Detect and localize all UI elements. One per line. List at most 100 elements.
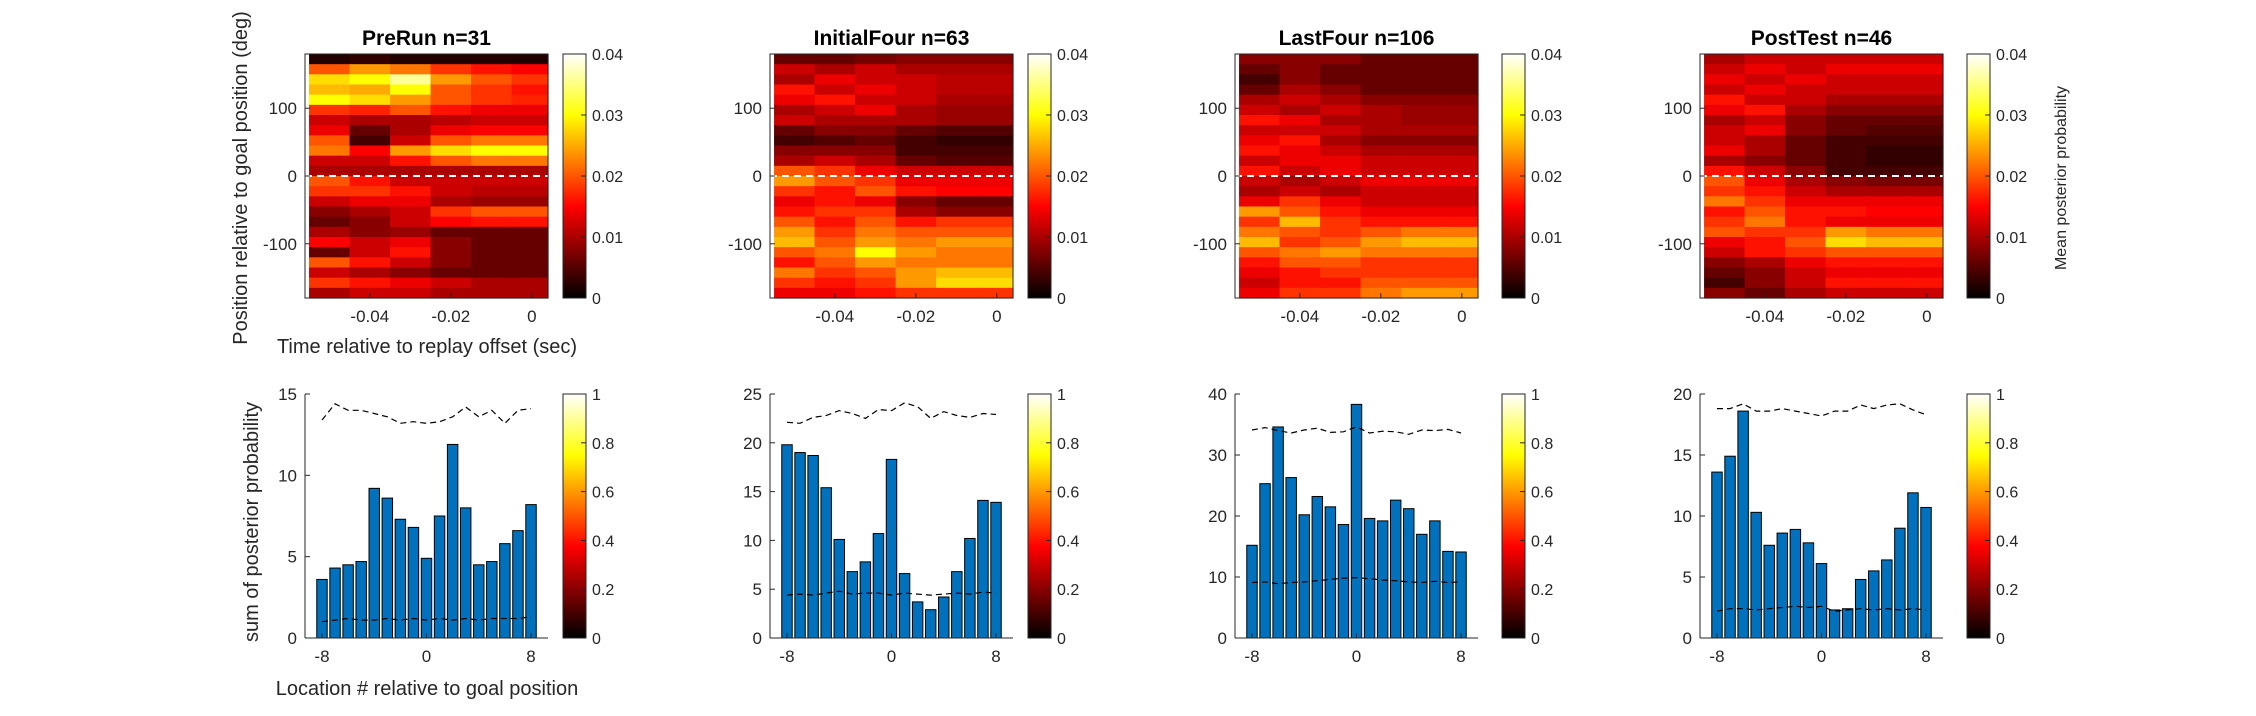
heatmap-cell [774,277,816,289]
heatmap-cell [774,125,816,136]
heatmap-cell [1239,84,1281,96]
heatmap-cell [936,84,978,96]
heatmap-cell [976,287,1014,299]
heatmap-cell [855,226,897,238]
heatmap-cell [349,176,391,187]
heatmap-cell [1441,196,1479,208]
x-tick-label: -0.02 [1826,307,1865,326]
colorbar-tick-label: 0.03 [1531,108,1562,125]
heatmap-cell [1866,94,1908,106]
heatmap-cell [774,226,816,238]
x-tick-label: 8 [1921,647,1930,666]
heatmap-cell [1906,84,1944,96]
heatmap-cell [1704,247,1746,258]
heatmap-cell [1441,247,1479,258]
heatmap-cell [430,267,472,279]
heatmap-cell [1785,135,1827,147]
heatmap-cell [1239,186,1281,197]
heatmap-cell [814,74,856,86]
heatmap-cell [1279,176,1321,187]
heatmap-cell [895,247,937,258]
heatmap-cell [976,247,1014,258]
heatmap-cell [1239,125,1281,136]
heatmap-cell [1239,165,1281,177]
colorbar-tick-label: 0 [1531,631,1540,648]
heatmap-cell [936,196,978,208]
heatmap-cell [390,104,432,116]
heatmap-cell [814,155,856,167]
y-tick-label: 10 [743,531,762,550]
heatmap-cell [1360,94,1402,106]
heatmap-cell [855,155,897,167]
colorbar-tick-label: 0.2 [1531,582,1553,599]
bar [525,504,537,639]
heatmap-cell [1825,257,1867,269]
colorbar: 0 0.01 0.02 0.03 0.04 [1501,47,1562,308]
heatmap-cell [1441,226,1479,238]
heatmap-cell [430,64,472,75]
heatmap-cell [1401,196,1443,208]
heatmap-cell [895,176,937,187]
bar [938,596,950,639]
heatmap-cell [855,104,897,116]
heatmap-cell [895,196,937,208]
heatmap-cell [895,257,937,269]
bar [433,515,446,639]
heatmap-cell [471,186,513,197]
heatmap-cell [855,135,897,147]
bar [1429,520,1441,639]
y-tick-label: 5 [1683,568,1692,587]
heatmap-cell [349,115,391,126]
x-tick-label: -0.04 [815,307,854,326]
heatmap-cell [471,247,513,258]
x-tick-label: -0.04 [350,307,389,326]
heatmap-cell [774,115,816,126]
bar [1750,511,1762,639]
heatmap-cell [511,186,549,197]
heatmap-cell [1360,165,1402,177]
heatmap-cell [976,165,1014,177]
heatmap-cell [430,277,472,289]
heatmap-cell [1239,176,1281,187]
heatmap-cell [349,155,391,167]
heatmap-cell [1401,257,1443,269]
heatmap-cell [349,125,391,136]
heatmap-cell [1401,74,1443,86]
heatmap-cell [1401,165,1443,177]
heatmap-cell [1401,155,1443,167]
heatmap-cell [1441,287,1479,299]
colorbar-gradient [1027,393,1052,639]
heatmap-cell [1239,226,1281,238]
heatmap-cell [349,145,391,157]
bar [1815,563,1828,639]
heatmap-cell [430,74,472,86]
colorbar-tick-label: 0.02 [1996,169,2027,186]
heatmap-cell [976,237,1014,248]
bar [1868,570,1880,639]
heatmap-cell [511,145,549,157]
heatmap-cell [309,165,351,177]
heatmap-cell [1906,257,1944,269]
bar [499,543,511,639]
heatmap-cell [1441,155,1479,167]
heatmap-cell [1320,277,1362,289]
heatmap-cell [1704,196,1746,208]
heatmap-cell [1785,277,1827,289]
heatmap-cell [511,216,549,228]
heatmap-cell [1239,277,1281,289]
colorbar-tick-label: 0.04 [1531,47,1562,64]
heatmap-cell [1785,145,1827,157]
heatmap-cell [1744,104,1786,116]
heatmap-cell [511,84,549,96]
heatmap-cell [1866,287,1908,299]
heatmap-cell [1785,287,1827,299]
heatmap-cell [430,145,472,157]
bar-panel: -8 0 8 0 10 20 30 40 [1208,385,1478,666]
heatmap-cell [895,165,937,177]
heatmap-cell [1825,54,1867,65]
heatmap-cell [1279,226,1321,238]
heatmap-cell [774,104,816,116]
heatmap-cell [309,84,351,96]
heatmap-cell [1906,237,1944,248]
bar [512,530,524,639]
